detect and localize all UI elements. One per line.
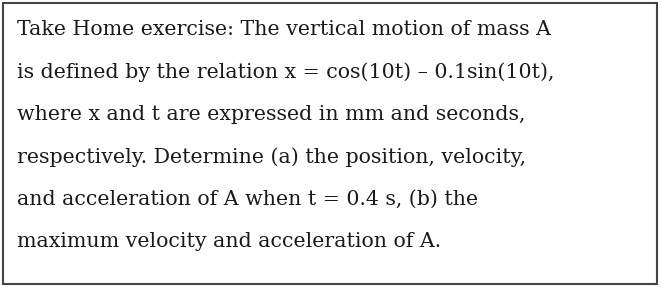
Text: respectively. Determine (a) the position, velocity,: respectively. Determine (a) the position… [17,148,526,167]
Text: where x and t are expressed in mm and seconds,: where x and t are expressed in mm and se… [17,105,525,124]
Text: and acceleration of A when t = 0.4 s, (b) the: and acceleration of A when t = 0.4 s, (b… [17,190,478,209]
Text: is defined by the relation x = cos(10t) – 0.1sin(10t),: is defined by the relation x = cos(10t) … [17,63,554,82]
Text: maximum velocity and acceleration of A.: maximum velocity and acceleration of A. [17,232,441,251]
Text: Take Home exercise: The vertical motion of mass A: Take Home exercise: The vertical motion … [17,20,551,39]
